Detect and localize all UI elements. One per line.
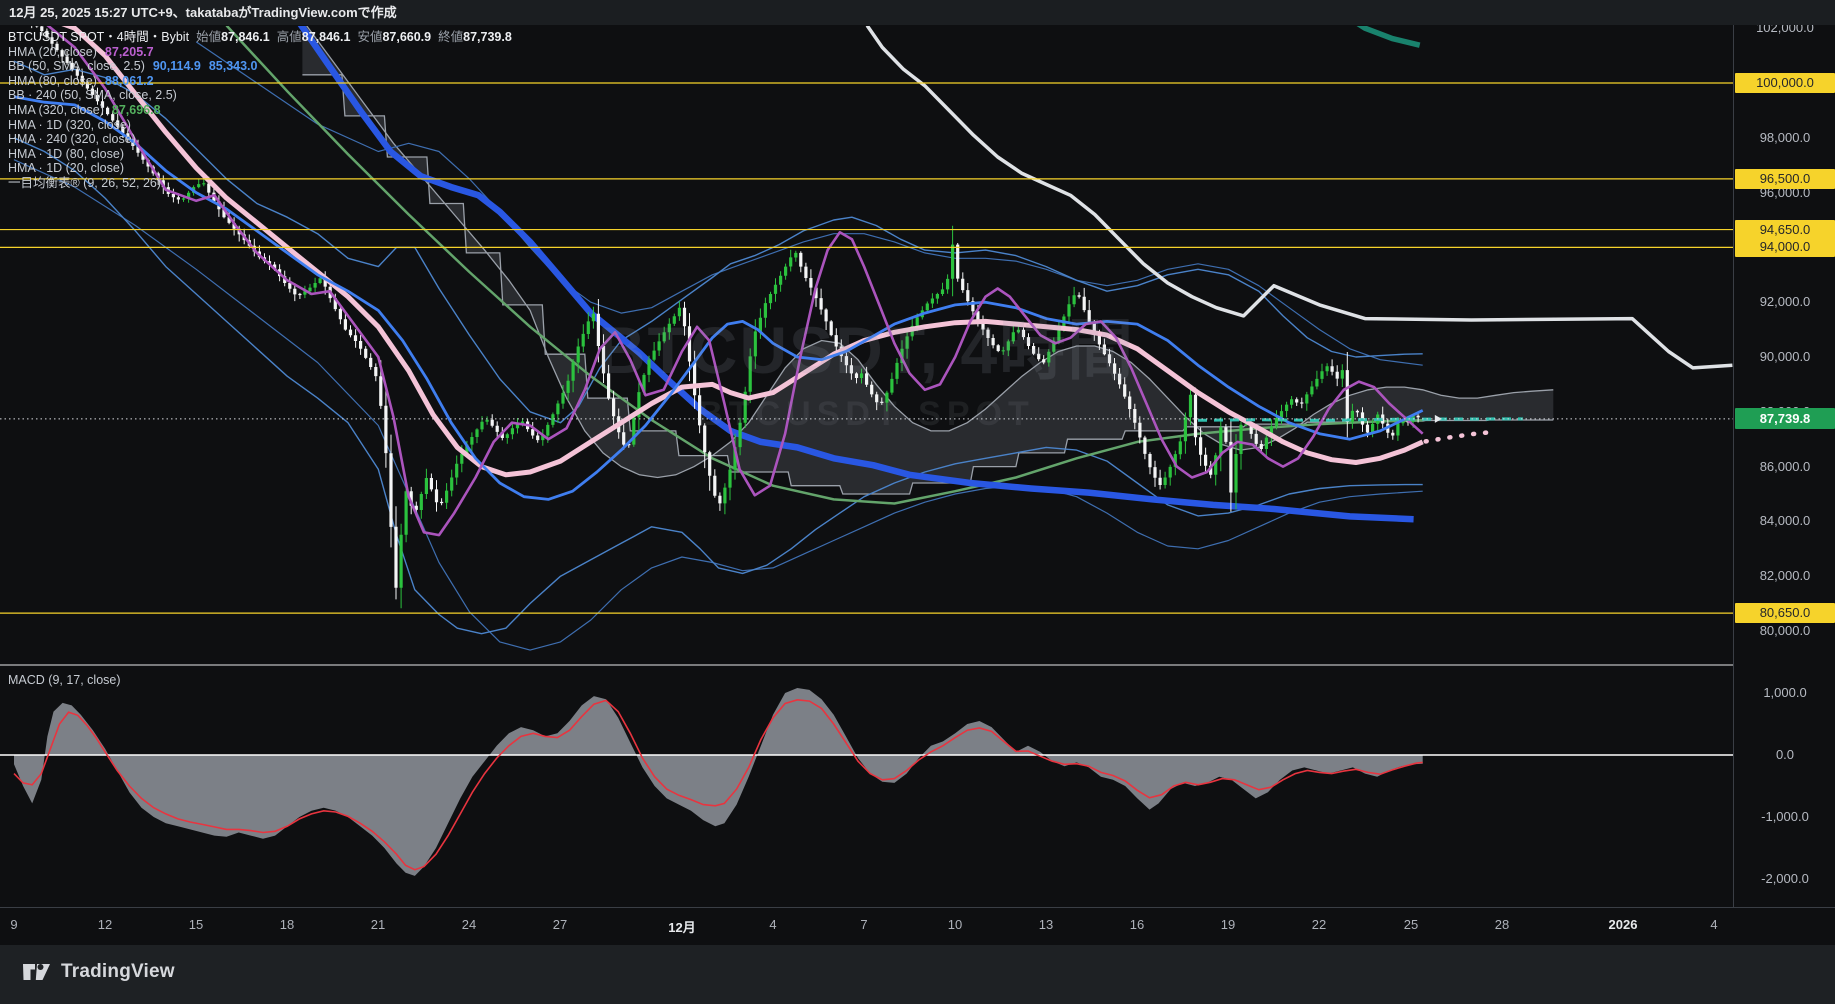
ohlc-label-2: 安値: [357, 30, 382, 44]
macd-pane: [0, 688, 1733, 876]
ohlc-value-3: 87,739.8: [463, 30, 512, 44]
legend-row-7[interactable]: HMA · 1D (80, close): [8, 147, 512, 162]
time-tick-2026: 2026: [1609, 917, 1638, 932]
legend-row-label: BB · 240 (50, SMA, close, 2.5): [8, 88, 177, 102]
ohlc-value-1: 87,846.1: [302, 30, 351, 44]
legend-row-2[interactable]: HMA (80, close) 88,061.2: [8, 74, 512, 89]
time-tick-18: 18: [280, 917, 294, 932]
legend-row-label: HMA (320, close): [8, 103, 104, 117]
legend-row-0[interactable]: HMA (20, close) 87,205.7: [8, 45, 512, 60]
time-tick-4: 4: [1710, 917, 1717, 932]
overlay-hma-1d-white: [867, 26, 1732, 368]
price-tick-86000: 86,000.0: [1734, 459, 1835, 475]
legend-row-value: 90,114.9: [153, 59, 201, 73]
overlay-bb-240-lower: [14, 160, 1423, 650]
legend-row-3[interactable]: BB · 240 (50, SMA, close, 2.5): [8, 88, 512, 103]
legend-row-value: 87,205.7: [105, 45, 154, 59]
legend-row-5[interactable]: HMA · 1D (320, close): [8, 118, 512, 133]
legend-row-8[interactable]: HMA · 1D (20, close): [8, 161, 512, 176]
legend-row-9[interactable]: 一目均衡表® (9, 26, 52, 26): [8, 176, 512, 191]
overlay-hma-1d-20-pink-projection: [1426, 432, 1493, 441]
time-tick-16: 16: [1130, 917, 1144, 932]
tradingview-logo-icon: [22, 959, 52, 985]
time-tick-27: 27: [553, 917, 567, 932]
macd-legend-label: MACD (9, 17, close): [8, 673, 121, 687]
macd-tick-1000: 1,000.0: [1734, 685, 1835, 701]
macd-tick--1000: -1,000.0: [1734, 809, 1835, 825]
legend-row-label: HMA (80, close): [8, 74, 97, 88]
legend-row-label: 一目均衡表® (9, 26, 52, 26): [8, 176, 161, 190]
indicator-legend: BTCUSDT SPOT・4時間・Bybit始値87,846.1高値87,846…: [8, 30, 512, 191]
price-level-badge-94000[interactable]: 94,000.0: [1735, 237, 1835, 257]
overlay-hma-1d-320-teal: [1344, 25, 1420, 45]
legend-row-label: HMA · 240 (320, close): [8, 132, 136, 146]
time-tick-13: 13: [1039, 917, 1053, 932]
last-price-badge[interactable]: 87,739.8: [1735, 408, 1835, 429]
legend-row-label: HMA · 1D (320, close): [8, 118, 131, 132]
time-tick-9: 9: [10, 917, 17, 932]
chart-area: BTCUSDT, 4時間 BTCUSDT SPOT BTCUSDT SPOT・4…: [0, 25, 1835, 945]
legend-row-label: HMA (20, close): [8, 45, 97, 59]
price-tick-80000: 80,000.0: [1734, 623, 1835, 639]
macd-legend[interactable]: MACD (9, 17, close): [8, 673, 121, 687]
macd-tick--2000: -2,000.0: [1734, 871, 1835, 887]
legend-row-6[interactable]: HMA · 240 (320, close): [8, 132, 512, 147]
price-scale[interactable]: 102,000.098,000.096,000.092,000.090,000.…: [1733, 25, 1835, 907]
time-tick-15: 15: [189, 917, 203, 932]
legend-row-value: 88,061.2: [105, 74, 154, 88]
time-tick-21: 21: [371, 917, 385, 932]
time-tick-22: 22: [1312, 917, 1326, 932]
price-tick-92000: 92,000.0: [1734, 294, 1835, 310]
time-scale[interactable]: 9 12 15 18 21 24 27 12月 4 7 10 13 16 19 22 25 28 2026 4: [0, 907, 1835, 946]
time-tick-7: 7: [860, 917, 867, 932]
price-level-badge-96500[interactable]: 96,500.0: [1735, 169, 1835, 189]
macd-tick-0: 0.0: [1734, 747, 1835, 763]
price-tick-90000: 90,000.0: [1734, 349, 1835, 365]
tradingview-brand-text: TradingView: [61, 961, 175, 983]
legend-row-label: BB (50, SMA, close, 2.5): [8, 59, 145, 73]
price-tick-98000: 98,000.0: [1734, 130, 1835, 146]
price-tick-84000: 84,000.0: [1734, 513, 1835, 529]
legend-symbol-row[interactable]: BTCUSDT SPOT・4時間・Bybit始値87,846.1高値87,846…: [8, 30, 512, 45]
attribution-text: 12月 25, 2025 15:27 UTC+9、takatabaがTradin…: [9, 5, 397, 20]
time-tick-12月: 12月: [668, 917, 695, 936]
ohlc-value-0: 87,846.1: [221, 30, 270, 44]
footer-bar: TradingView: [0, 945, 1835, 1004]
tradingview-logo-link[interactable]: TradingView: [22, 959, 175, 985]
price-level-badge-80650[interactable]: 80,650.0: [1735, 603, 1835, 623]
ohlc-label-0: 始値: [196, 30, 221, 44]
legend-row-label: HMA · 1D (20, close): [8, 161, 124, 175]
legend-row-4[interactable]: HMA (320, close) 87,696.8: [8, 103, 512, 118]
attribution-bar: 12月 25, 2025 15:27 UTC+9、takatabaがTradin…: [0, 0, 1835, 25]
price-level-badge-100000[interactable]: 100,000.0: [1735, 73, 1835, 93]
symbol-title: BTCUSDT SPOT・4時間・Bybit: [8, 30, 189, 44]
ohlc-label-3: 終値: [438, 30, 463, 44]
legend-row-1[interactable]: BB (50, SMA, close, 2.5) 90,114.9 85,343.0: [8, 59, 512, 74]
time-tick-10: 10: [948, 917, 962, 932]
legend-row-value: 85,343.0: [209, 59, 258, 73]
price-tick-82000: 82,000.0: [1734, 568, 1835, 584]
ohlc-value-2: 87,660.9: [382, 30, 431, 44]
legend-row-label: HMA · 1D (80, close): [8, 147, 124, 161]
time-tick-4: 4: [769, 917, 776, 932]
time-tick-24: 24: [462, 917, 476, 932]
ohlc-label-1: 高値: [277, 30, 302, 44]
time-tick-25: 25: [1404, 917, 1418, 932]
legend-row-value: 87,696.8: [112, 103, 161, 117]
time-tick-19: 19: [1221, 917, 1235, 932]
time-tick-28: 28: [1495, 917, 1509, 932]
time-tick-12: 12: [98, 917, 112, 932]
